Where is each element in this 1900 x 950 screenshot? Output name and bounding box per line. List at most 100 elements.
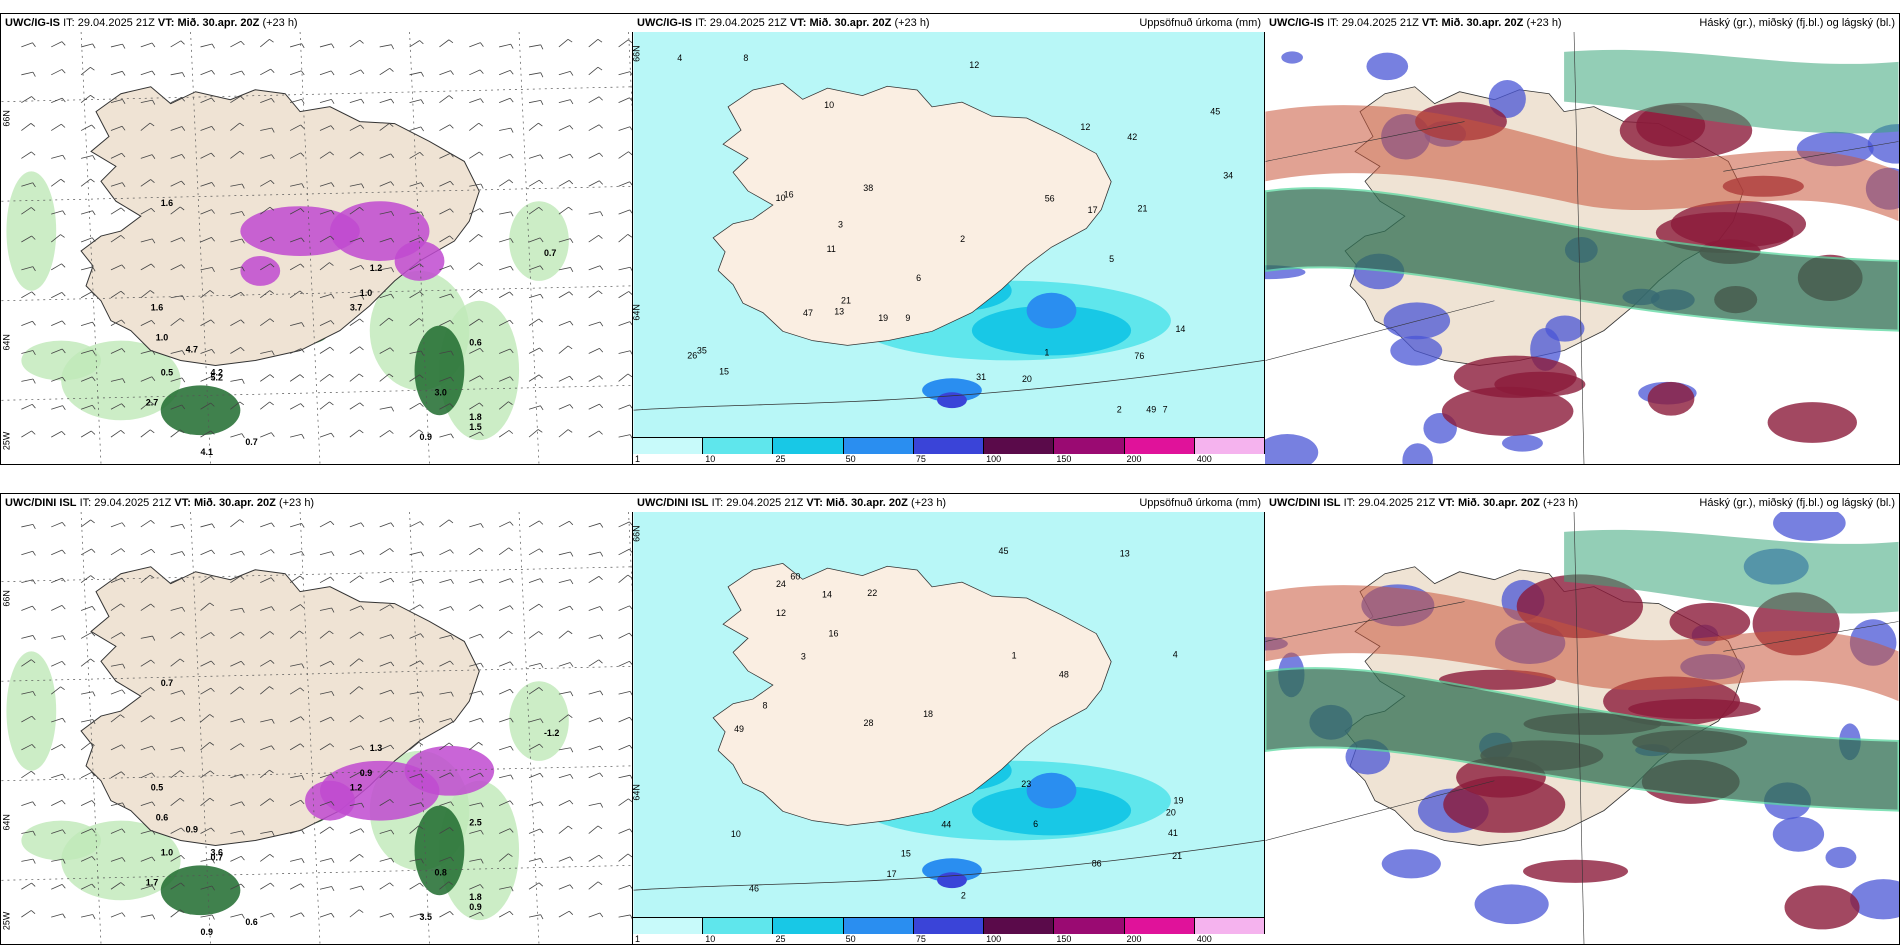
wind-value-label: 0.5	[151, 783, 163, 793]
wind-value-label: 1.0	[156, 333, 168, 343]
row1-cloud-panel: UWC/IG-IS IT: 29.04.2025 21Z VT: Mið. 30…	[1264, 13, 1900, 465]
wind-barbs	[21, 519, 633, 920]
wind-value-label: 0.7	[544, 248, 556, 258]
magenta-precip	[305, 745, 495, 821]
colorbar-segment	[633, 918, 704, 934]
model-name: UWC/IG-IS	[637, 17, 692, 29]
precip-value-label: 12	[1080, 122, 1090, 132]
precip-value-label: 76	[1134, 351, 1144, 361]
colorbar-segment	[773, 918, 844, 934]
precip-value-label: 45	[1210, 106, 1220, 116]
precip-value-label: 17	[887, 869, 897, 879]
colorbar-tick: 75	[915, 454, 926, 464]
precip-value-label: 41	[1168, 828, 1178, 838]
precip-value-label: 10	[731, 829, 741, 839]
wind-value-label: 0.9	[469, 902, 481, 912]
colorbar-segment	[1124, 438, 1195, 454]
contour-line	[633, 359, 1265, 411]
vt-value: Mið. 30.apr. 20Z	[825, 497, 908, 509]
wind-value-label: 0.6	[469, 338, 481, 348]
precip-value-label: 16	[784, 190, 794, 200]
colorbar-segment	[913, 438, 985, 454]
cloud-title: Háský (gr.), miðský (fj.bl.) og lágský (…	[1699, 497, 1895, 509]
colorbar-tick: 25	[775, 454, 786, 464]
colorbar-tick: 25	[775, 934, 786, 944]
cloud-map-icon	[1265, 32, 1899, 464]
precip-value-label: 6	[916, 273, 921, 283]
model-name: UWC/DINI ISL	[1269, 497, 1341, 509]
precip-value-label: 20	[1022, 374, 1032, 384]
colorbar-segment	[773, 438, 844, 454]
vt-value: Mið. 30.apr. 20Z	[193, 497, 276, 509]
precip-title: Uppsöfnuð úrkoma (mm)	[1139, 17, 1261, 29]
row1-wind-panel: UWC/IG-IS IT: 29.04.2025 21Z VT: Mið. 30…	[0, 13, 634, 465]
vt-value: Mið. 30.apr. 20Z	[177, 17, 260, 29]
cloud-layers	[1265, 49, 1899, 464]
wind-value-label: 0.7	[210, 852, 222, 862]
wind-value-label: 4.7	[186, 345, 198, 355]
wind-value-label: 0.7	[161, 678, 173, 688]
wind-value-label: 2.5	[469, 818, 481, 828]
lead-time: (+23 h)	[1542, 497, 1579, 509]
precip-value-label: 49	[1146, 405, 1156, 415]
lat-label: 64N	[633, 304, 642, 320]
precip-value-label: 45	[999, 546, 1009, 556]
colorbar-tick: 75	[915, 934, 926, 944]
precip-value-label: 35	[697, 345, 707, 355]
vt-value: Mið. 30.apr. 20Z	[809, 17, 892, 29]
lat-label: 66N	[633, 525, 642, 541]
precip-colorbar: 1 10 25 50 75 100 150 200 400	[633, 437, 1265, 464]
precip-value-label: 5	[1109, 254, 1114, 264]
wind-value-label: 0.8	[434, 867, 446, 877]
wind-value-label: 0.6	[156, 813, 168, 823]
precip-value-label: 3	[801, 651, 806, 661]
precip-value-label: 38	[863, 183, 873, 193]
colorbar-segment	[843, 438, 914, 454]
precip-value-label: 4	[677, 53, 682, 63]
colorbar-tick: 200	[1126, 934, 1142, 944]
precip-value-label: 21	[1137, 203, 1147, 213]
wind-value-label: 3.6	[210, 847, 222, 857]
precip-value-label: 15	[719, 366, 729, 376]
it-label: IT:	[63, 17, 75, 29]
precip-value-label: 60	[790, 571, 800, 581]
vt-label: VT:	[1421, 17, 1439, 29]
model-name: UWC/IG-IS	[1269, 17, 1324, 29]
it-value: 29.04.2025 21Z	[94, 497, 172, 509]
row2-wind-header: UWC/DINI ISL IT: 29.04.2025 21Z VT: Mið.…	[1, 494, 633, 512]
wind-map: 1.6 0.7 1.6 1.0 4.7 0.5 5.2 2.7 4.2 3.7 1.2 1.0 0.6 3…	[1, 32, 633, 464]
wind-value-label: 1.5	[469, 422, 481, 432]
precip-value-label: 26	[687, 350, 697, 360]
it-label: IT:	[1343, 497, 1356, 509]
iceland-map-icon: 0.7 -1.2 0.5 0.6 0.9 1.0 0.7 1.7 3.6 1.2 1.3 0.9 2.5…	[1, 512, 633, 944]
precip-value-label: 13	[1120, 548, 1130, 558]
wind-value-label: 0.6	[245, 917, 257, 927]
lead-time: (+23 h)	[278, 497, 315, 509]
wind-value-label: 3.5	[420, 912, 432, 922]
wind-value-label: 0.9	[360, 768, 372, 778]
cloud-map-icon	[1265, 512, 1899, 944]
precip-value-label: 17	[1088, 205, 1098, 215]
row1-precip-header: UWC/IG-IS IT: 29.04.2025 21Z VT: Mið. 30…	[633, 14, 1265, 32]
precip-value-label: 9	[905, 313, 910, 323]
vt-label: VT:	[806, 497, 823, 509]
precip-value-label: 16	[829, 628, 839, 638]
cloud-map	[1265, 512, 1899, 944]
lead-time: (+23 h)	[262, 17, 298, 29]
precip-value-label: 13	[834, 307, 844, 317]
colorbar-tick: 100	[986, 934, 1002, 944]
precip-value-label: 1	[1012, 651, 1017, 661]
colorbar-tick: 100	[986, 454, 1002, 464]
lead-time: (+23 h)	[1526, 17, 1562, 29]
it-label: IT:	[711, 497, 724, 509]
row1-precip-panel: UWC/IG-IS IT: 29.04.2025 21Z VT: Mið. 30…	[632, 13, 1266, 465]
wind-value-label: 1.2	[350, 783, 362, 793]
wind-value-label: 4.1	[201, 447, 213, 457]
precip-value-label: 2	[960, 234, 965, 244]
vt-label: VT:	[1438, 497, 1455, 509]
precip-value-label: 4	[1173, 650, 1178, 660]
precip-value-label: 22	[867, 588, 877, 598]
row2-precip-header: UWC/DINI ISL IT: 29.04.2025 21Z VT: Mið.…	[633, 494, 1265, 512]
precip-value-label: 3	[838, 219, 843, 229]
